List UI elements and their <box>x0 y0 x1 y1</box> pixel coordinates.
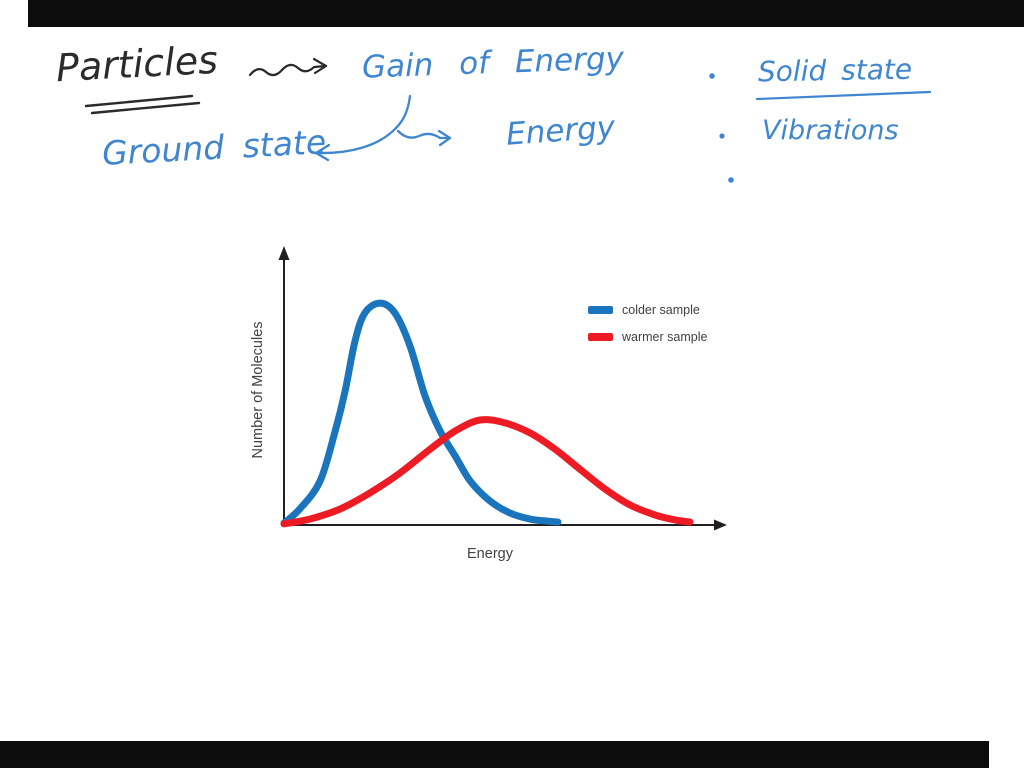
colder-sample-swatch <box>588 306 613 314</box>
note-gain-of-energy: Gain of Energy <box>361 40 625 86</box>
chart-axes <box>278 246 727 531</box>
distribution-chart: Number of Molecules Energy <box>250 246 727 562</box>
bullet-dots <box>709 73 734 183</box>
chart-curves <box>280 299 694 528</box>
warmer-sample-swatch <box>588 333 613 341</box>
note-particles: Particles <box>54 37 219 91</box>
branch-arrows-icon <box>314 94 452 162</box>
legend-label-warmer: warmer sample <box>622 330 708 344</box>
y-axis-arrow-icon <box>278 246 290 260</box>
note-ground-state: Ground state <box>101 122 328 173</box>
letterbox-bar-bottom <box>0 741 989 768</box>
curve-colder-sample <box>280 299 562 527</box>
solid-state-underline <box>755 90 932 101</box>
note-energy: Energy <box>504 109 617 153</box>
note-solid-state: Solid state <box>757 52 913 89</box>
legend-item-warmer: warmer sample <box>588 330 707 344</box>
letterbox-bar-top <box>28 0 1024 27</box>
x-axis-label: Energy <box>467 546 514 562</box>
squiggly-arrow-icon <box>248 57 328 77</box>
x-axis-arrow-icon <box>714 519 727 531</box>
curve-warmer-sample <box>280 416 694 528</box>
legend-item-colder: colder sample <box>588 303 707 317</box>
chart-legend: colder sample warmer sample <box>588 303 707 357</box>
note-vibrations: Vibrations <box>762 115 899 146</box>
y-axis-label: Number of Molecules <box>250 322 266 459</box>
particles-double-underline <box>84 94 201 115</box>
legend-label-colder: colder sample <box>622 303 700 317</box>
